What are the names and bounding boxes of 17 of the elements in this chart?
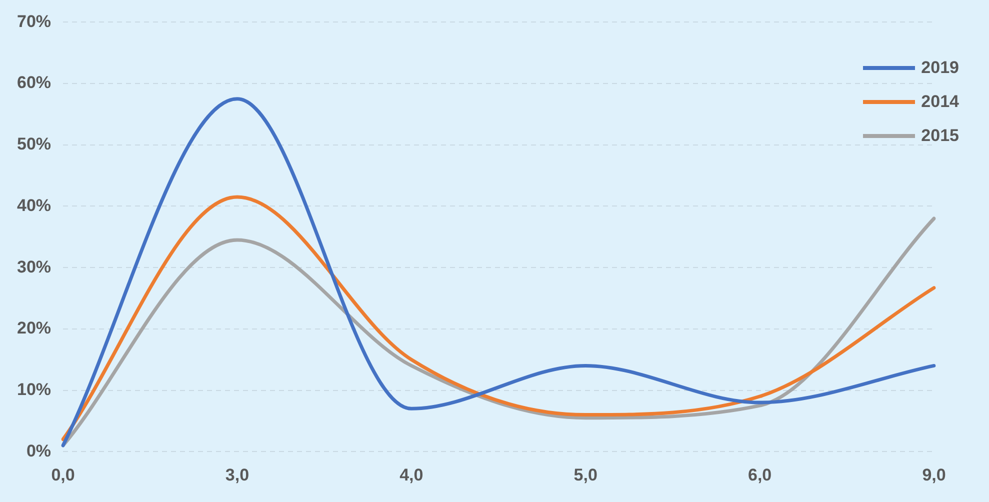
legend-label: 2014 — [921, 92, 959, 112]
x-tick-label: 0,0 — [51, 465, 75, 484]
y-tick-label: 40% — [16, 196, 52, 215]
x-tick-label: 9,0 — [922, 465, 946, 484]
x-tick-label: 3,0 — [225, 465, 250, 484]
y-tick-label: 0% — [26, 441, 52, 460]
y-tick-label: 20% — [16, 318, 52, 338]
legend-label: 2015 — [921, 126, 959, 146]
x-tick-label: 5,0 — [574, 465, 598, 484]
y-tick-label: 10% — [16, 380, 52, 399]
y-tick-label: 70% — [16, 12, 52, 31]
legend-label: 2019 — [921, 58, 959, 78]
x-tick-label: 4,0 — [400, 465, 424, 484]
y-tick-label: 60% — [16, 73, 52, 92]
y-tick-label: 50% — [16, 134, 52, 154]
y-tick-label: 30% — [16, 257, 52, 276]
x-tick-label: 6,0 — [748, 465, 772, 484]
